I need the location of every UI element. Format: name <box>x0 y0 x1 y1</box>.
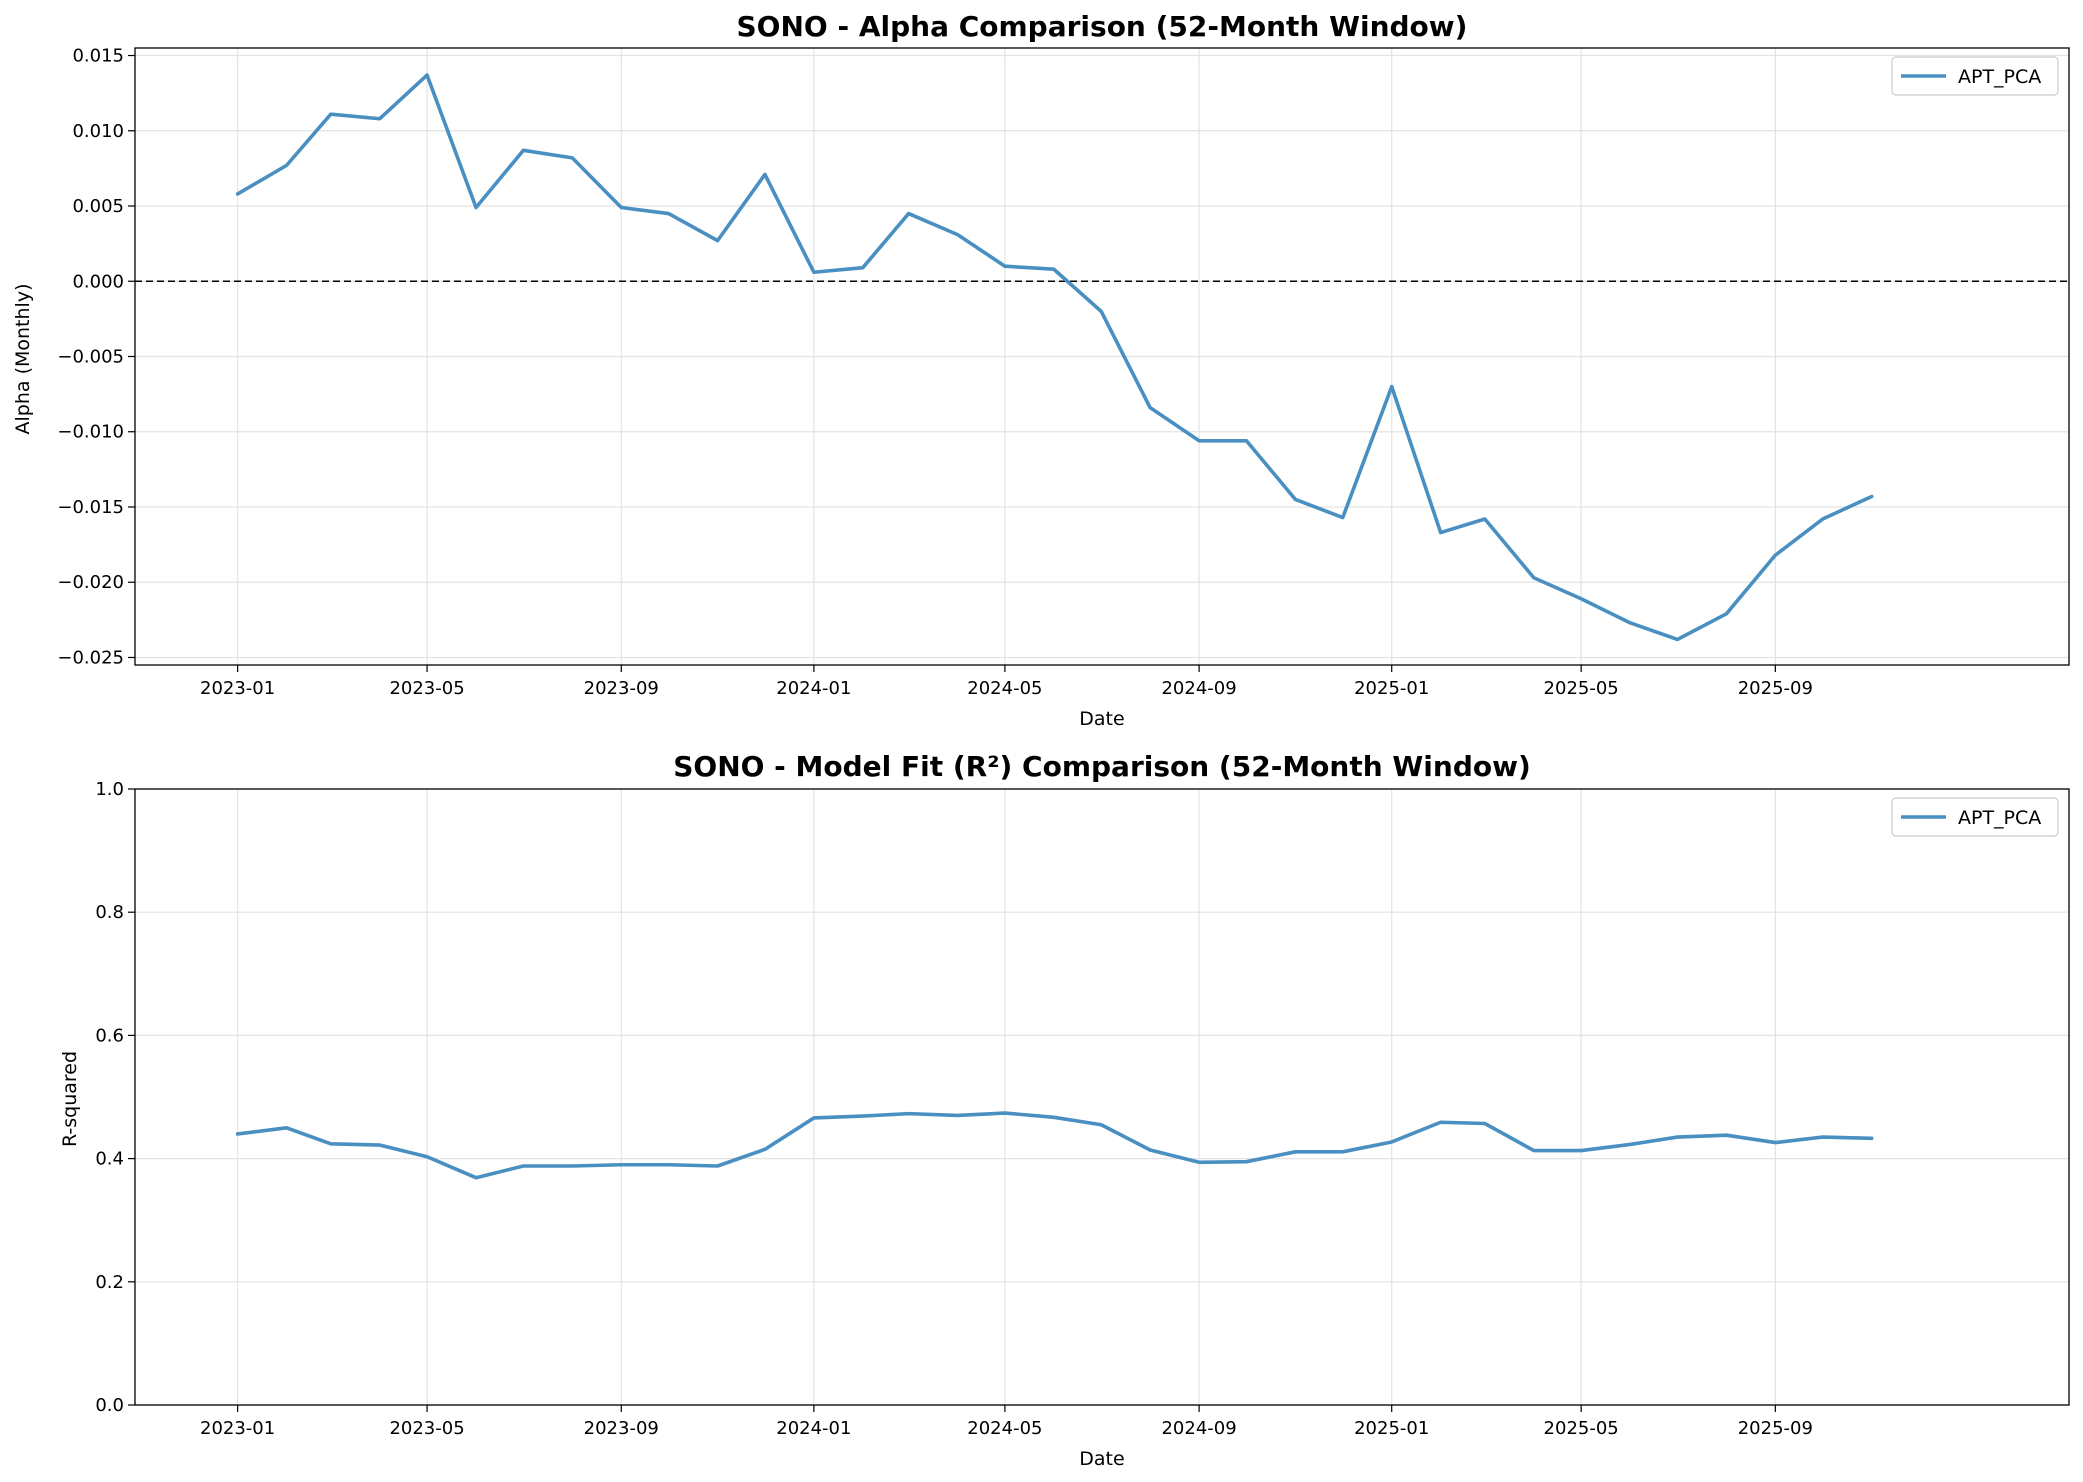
legend: APT_PCA <box>1891 56 2059 96</box>
chart-title: SONO - Alpha Comparison (52-Month Window… <box>737 10 1468 43</box>
x-tick-label: 2023-01 <box>200 1418 275 1439</box>
x-tick-label: 2025-09 <box>1738 1418 1813 1439</box>
y-tick-label: 1.0 <box>95 779 124 800</box>
x-tick-label: 2025-01 <box>1354 678 1429 699</box>
x-tick-label: 2025-05 <box>1544 1418 1619 1439</box>
y-tick-label: 0.000 <box>72 271 124 292</box>
x-axis-label: Date <box>1079 1448 1124 1470</box>
x-axis-label: Date <box>1079 708 1124 730</box>
y-tick-label: 0.0 <box>95 1395 124 1416</box>
legend: APT_PCA <box>1891 797 2059 837</box>
y-tick-label: −0.010 <box>57 422 124 443</box>
x-tick-label: 2024-05 <box>967 1418 1042 1439</box>
x-tick-label: 2024-09 <box>1161 1418 1236 1439</box>
grid <box>135 788 2069 1406</box>
series-lines <box>235 1111 1874 1180</box>
legend-label: APT_PCA <box>1958 807 2041 829</box>
x-tick-label: 2023-09 <box>584 1418 659 1439</box>
x-tick-label: 2023-05 <box>389 678 464 699</box>
x-tick-label: 2024-01 <box>776 678 851 699</box>
x-tick-label: 2025-01 <box>1354 1418 1429 1439</box>
series-lines <box>235 73 1874 642</box>
x-tick-label: 2023-01 <box>200 678 275 699</box>
y-tick-label: −0.020 <box>57 572 124 593</box>
legend-label: APT_PCA <box>1958 66 2041 88</box>
y-tick-label: −0.025 <box>57 647 124 668</box>
y-tick-label: 0.2 <box>95 1272 124 1293</box>
x-axis-ticks: 2023-01 2023-05 2023-09 2024-01 2024-05 2024-… <box>200 665 1813 699</box>
y-axis-label: R-squared <box>59 1051 81 1147</box>
y-axis-ticks: 0.0 0.2 0.4 0.6 0.8 1.0 <box>95 779 135 1416</box>
y-tick-label: 0.015 <box>72 46 124 67</box>
x-tick-label: 2025-09 <box>1738 678 1813 699</box>
series-line-apt-pca <box>235 1111 1874 1180</box>
y-tick-label: 0.4 <box>95 1149 124 1170</box>
y-axis-ticks: −0.025 −0.020 −0.015 −0.010 −0.005 0.000 0.005… <box>57 46 135 668</box>
grid <box>135 48 2069 665</box>
y-tick-label: 0.010 <box>72 121 124 142</box>
alpha-chart: SONO - Alpha Comparison (52-Month Window… <box>12 10 2070 730</box>
r-squared-chart: SONO - Model Fit (R²) Comparison (52-Mon… <box>59 750 2070 1470</box>
y-tick-label: 0.8 <box>95 902 124 923</box>
y-tick-label: −0.005 <box>57 347 124 368</box>
x-tick-label: 2023-05 <box>389 1418 464 1439</box>
y-tick-label: 0.005 <box>72 196 124 217</box>
y-tick-label: −0.015 <box>57 497 124 518</box>
x-tick-label: 2024-09 <box>1161 678 1236 699</box>
series-line-apt-pca <box>235 73 1874 642</box>
x-tick-label: 2025-05 <box>1544 678 1619 699</box>
x-axis-ticks: 2023-01 2023-05 2023-09 2024-01 2024-05 2024-… <box>200 1405 1813 1439</box>
legend-box <box>1891 56 2059 96</box>
chart-title: SONO - Model Fit (R²) Comparison (52-Mon… <box>673 750 1531 783</box>
x-tick-label: 2024-05 <box>967 678 1042 699</box>
legend-box <box>1891 797 2059 837</box>
plot-frame <box>134 788 2070 1406</box>
x-tick-label: 2024-01 <box>776 1418 851 1439</box>
x-tick-label: 2023-09 <box>584 678 659 699</box>
y-tick-label: 0.6 <box>95 1025 124 1046</box>
y-axis-label: Alpha (Monthly) <box>12 284 34 435</box>
